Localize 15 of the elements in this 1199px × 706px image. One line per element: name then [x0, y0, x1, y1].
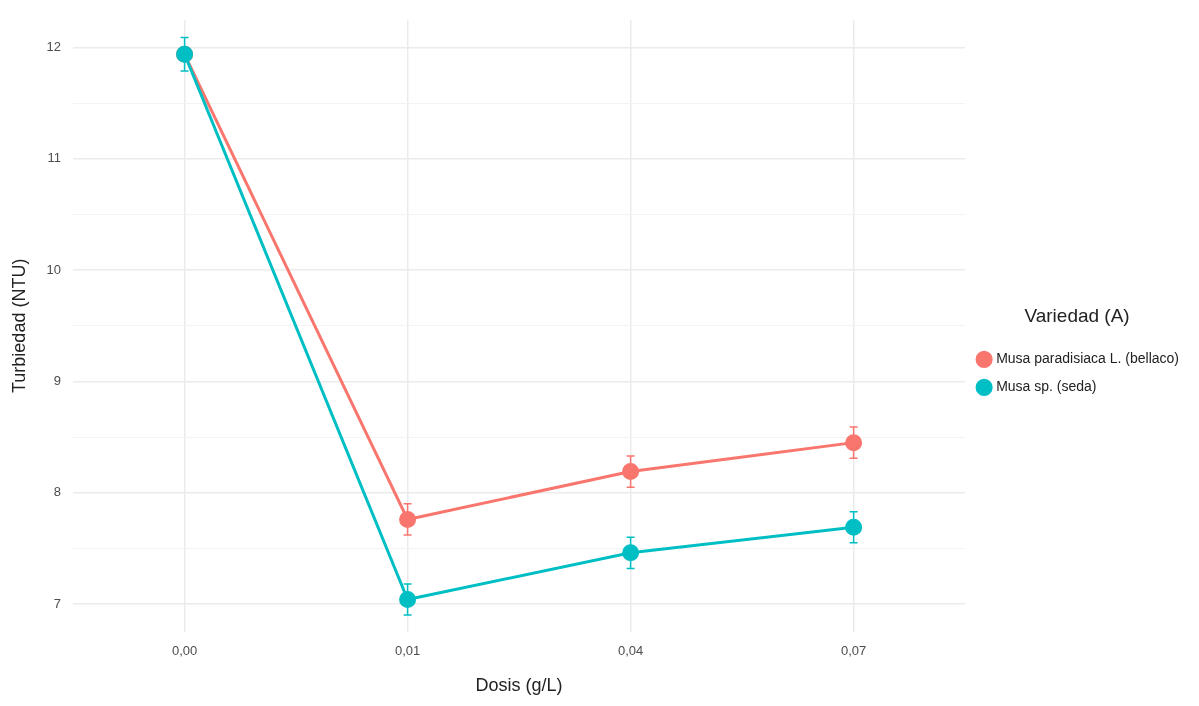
- y-tick-label: 11: [47, 150, 62, 166]
- y-axis-title: Turbiedad (NTU): [8, 258, 29, 393]
- y-tick-label: 7: [53, 595, 62, 611]
- x-axis-title: Dosis (g/L): [475, 675, 563, 696]
- x-tick-label: 0,00: [171, 643, 198, 659]
- legend-label: Musa paradisiaca L. (bellaco): [996, 350, 1180, 367]
- legend-title: Variedad (A): [1024, 305, 1130, 327]
- x-tick-label: 0,07: [840, 643, 867, 659]
- legend-label: Musa sp. (seda): [996, 378, 1097, 395]
- y-tick-label: 12: [46, 39, 62, 55]
- x-tick-label: 0,04: [617, 643, 644, 659]
- y-tick-label: 9: [53, 373, 62, 389]
- y-tick-label: 10: [46, 261, 62, 277]
- y-tick-label: 8: [53, 484, 62, 500]
- x-tick-label: 0,01: [394, 643, 421, 659]
